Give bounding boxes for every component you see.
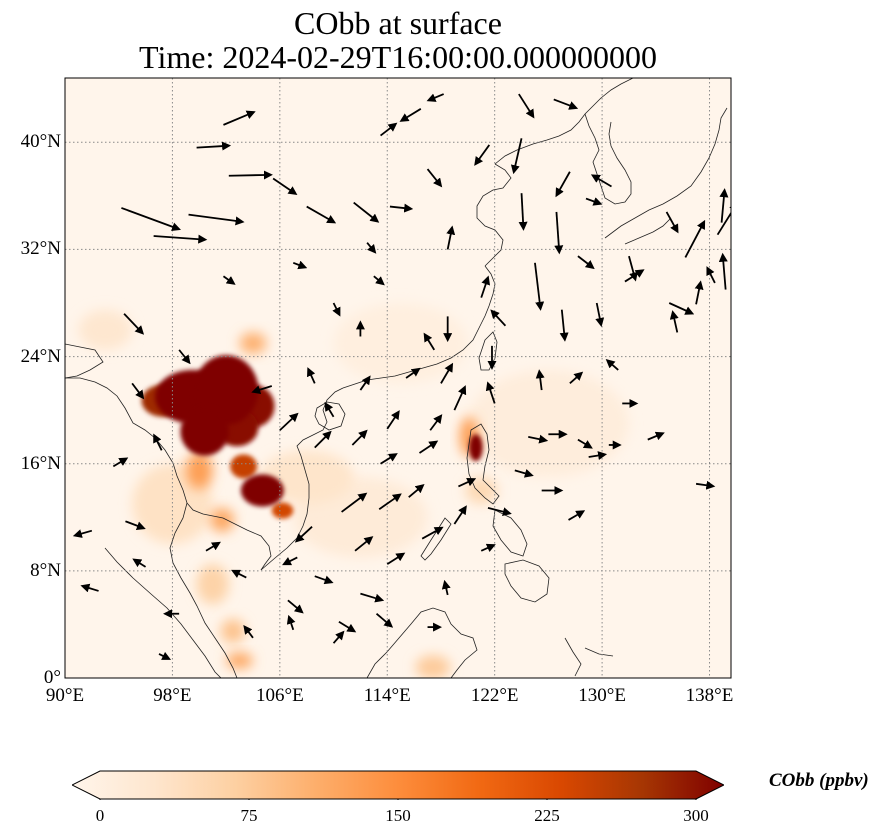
colorbar-tick-label: 300 (683, 806, 709, 826)
cobb-hotspot (230, 454, 257, 478)
cobb-hotspot (469, 434, 482, 461)
map-canvas (65, 78, 731, 678)
wind-arrow (229, 175, 265, 176)
lat-tick-label: 40°N (21, 132, 61, 152)
lon-tick-label: 138°E (686, 686, 734, 706)
colorbar-tick-label: 0 (96, 806, 105, 826)
cobb-hotspot (241, 474, 284, 506)
cobb-hotspot (465, 477, 497, 504)
plot-title-line-1: CObb at surface (0, 6, 796, 40)
lon-tick-label: 130°E (578, 686, 626, 706)
cobb-hotspot (226, 653, 253, 669)
plot-title-line-2: Time: 2024-02-29T16:00:00.000000000 (0, 40, 796, 74)
colorbar-tick-label: 75 (241, 806, 258, 826)
cobb-hotspot (210, 508, 234, 532)
colorbar-tick-label: 225 (534, 806, 560, 826)
colorbar-body (72, 771, 724, 799)
cobb-hotspot (415, 655, 450, 679)
lat-tick-label: 32°N (21, 239, 61, 259)
cobb-hotspot (78, 310, 132, 350)
lon-tick-label: 122°E (471, 686, 519, 706)
colorbar-label: CObb (ppbv) (769, 770, 869, 792)
lat-tick-label: 8°N (30, 561, 61, 581)
colorbar (72, 770, 724, 800)
cobb-hotspot (468, 370, 629, 477)
lon-tick-label: 106°E (256, 686, 304, 706)
cobb-hotspot (221, 619, 245, 643)
lat-tick-label: 24°N (21, 347, 61, 367)
cobb-hotspot (272, 503, 293, 519)
cobb-hotspot (197, 564, 229, 604)
lon-tick-label: 114°E (364, 686, 411, 706)
colorbar-tick-label: 150 (385, 806, 411, 826)
lon-tick-label: 90°E (46, 686, 84, 706)
cobb-hotspot (180, 407, 228, 455)
lat-tick-label: 16°N (21, 454, 61, 474)
cobb-hotspot (186, 452, 213, 490)
map-panel (65, 78, 731, 678)
cobb-hotspot (240, 332, 267, 353)
lon-tick-label: 98°E (153, 686, 191, 706)
